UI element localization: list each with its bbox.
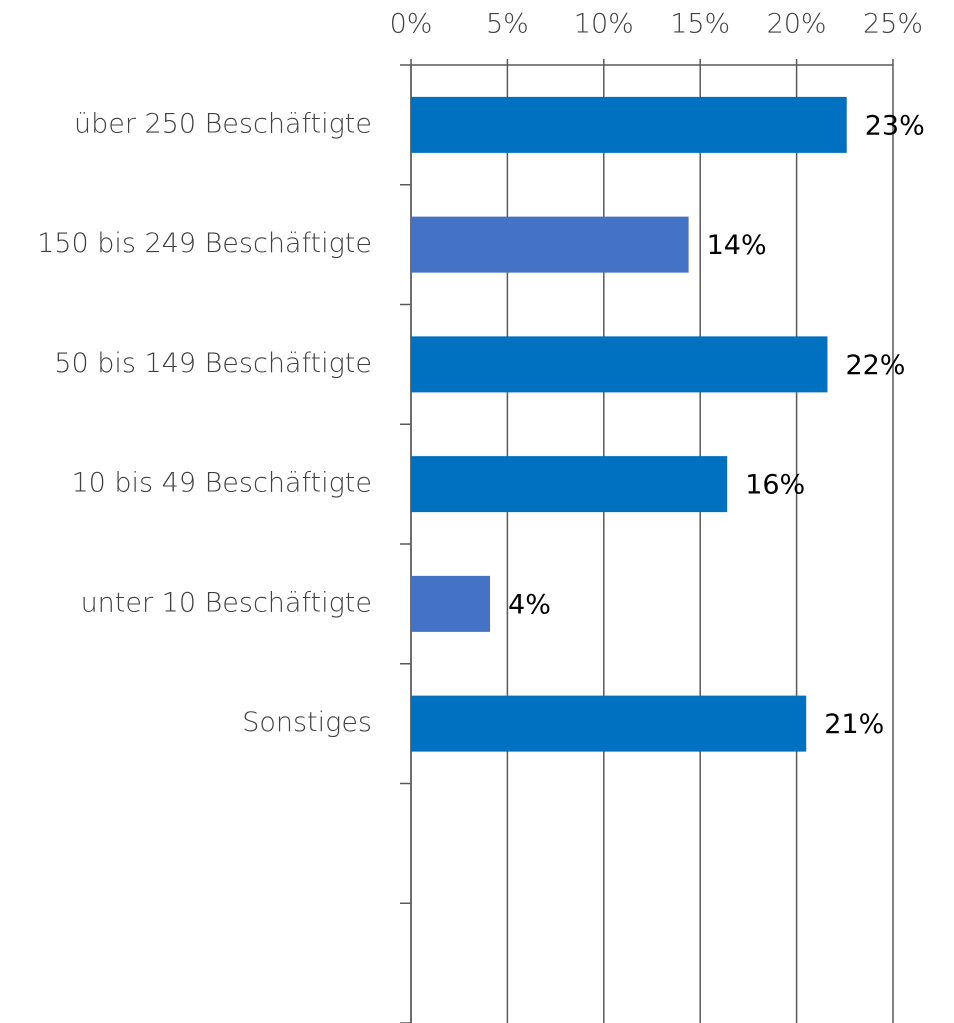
- bar: [411, 96, 847, 153]
- x-tick-label: 20%: [767, 9, 827, 40]
- y-tick-label: 150 bis 249 Beschäftigte: [37, 228, 372, 259]
- value-label: 4%: [508, 589, 551, 620]
- x-tick-label: 10%: [574, 9, 634, 40]
- y-tick-label: 50 bis 149 Beschäftigte: [54, 348, 372, 379]
- value-label: 22%: [845, 350, 905, 381]
- y-tick-label: Sonstiges: [242, 707, 372, 738]
- bar: [411, 336, 828, 393]
- value-label: 16%: [745, 470, 805, 501]
- x-tick-label: 25%: [863, 9, 923, 40]
- bar: [411, 575, 491, 632]
- y-tick-label: über 250 Beschäftigte: [74, 108, 372, 139]
- value-label: 23%: [865, 110, 925, 141]
- bar: [411, 695, 807, 752]
- value-label: 14%: [707, 230, 767, 261]
- y-tick-label: unter 10 Beschäftigte: [81, 587, 372, 618]
- x-tick-label: 0%: [390, 9, 433, 40]
- value-label: 21%: [824, 709, 884, 740]
- y-tick-label: 10 bis 49 Beschäftigte: [71, 468, 372, 499]
- bar: [411, 456, 728, 513]
- x-tick-label: 5%: [486, 9, 529, 40]
- x-tick-label: 15%: [670, 9, 730, 40]
- bar: [411, 216, 689, 273]
